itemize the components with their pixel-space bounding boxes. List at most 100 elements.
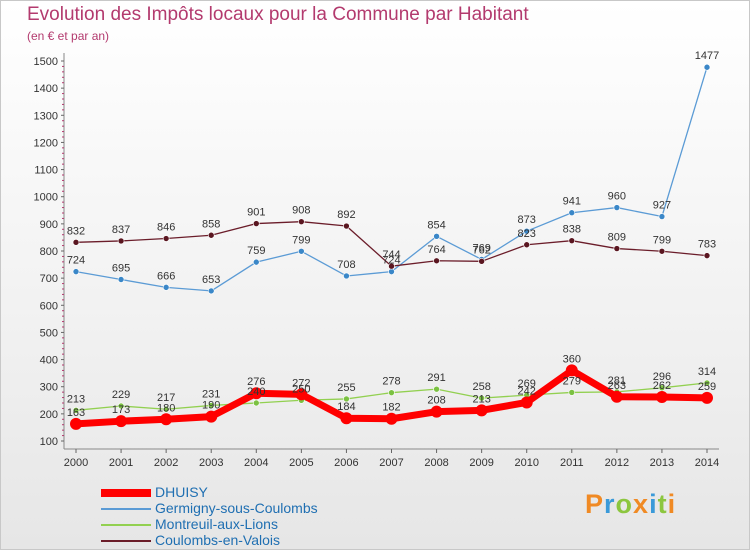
data-label: 258 <box>472 381 490 393</box>
data-point <box>252 258 260 266</box>
data-point <box>388 262 395 270</box>
data-point <box>701 391 713 404</box>
data-point <box>252 220 260 227</box>
data-point <box>433 385 440 393</box>
x-tick-label: 2004 <box>244 457 268 469</box>
x-tick-label: 2000 <box>64 457 88 469</box>
data-label: 927 <box>653 200 671 212</box>
y-tick-label: 100 <box>40 436 58 448</box>
data-point <box>655 391 668 404</box>
x-tick-label: 2001 <box>109 457 133 469</box>
data-point <box>162 405 170 413</box>
data-point <box>613 204 621 211</box>
legend-label: DHUISY <box>155 484 208 500</box>
data-label: 759 <box>247 245 265 257</box>
data-point <box>388 268 395 275</box>
legend-label: Coulombs-en-Valois <box>155 532 281 548</box>
data-point <box>565 364 578 377</box>
data-label: 724 <box>67 255 85 267</box>
data-label: 941 <box>563 196 581 208</box>
data-point <box>343 395 350 403</box>
x-tick-label: 2005 <box>289 457 313 469</box>
y-tick-label: 1000 <box>34 192 58 204</box>
data-point <box>520 396 533 409</box>
y-tick-label: 1300 <box>34 110 58 122</box>
data-point <box>207 287 215 295</box>
x-tick-label: 2011 <box>560 457 584 469</box>
data-point <box>298 247 305 255</box>
logo-letter: x <box>633 489 650 519</box>
data-label: 764 <box>427 244 445 256</box>
data-point <box>343 272 350 280</box>
chart-subtitle: (en € et par an) <box>27 29 110 43</box>
data-label: 314 <box>698 366 716 378</box>
data-label: 762 <box>472 244 490 256</box>
data-point <box>430 405 443 418</box>
legend-label: Montreuil-aux-Lions <box>155 516 278 532</box>
y-tick-label: 900 <box>40 219 58 231</box>
x-tick-label: 2008 <box>424 457 448 469</box>
data-label: 173 <box>112 404 130 416</box>
logo-letter: r <box>604 489 616 519</box>
data-point <box>72 239 80 246</box>
proxiti-logo: Proxiti <box>585 489 676 520</box>
data-label: 250 <box>292 383 310 395</box>
logo-letter: i <box>649 489 658 519</box>
y-tick-label: 600 <box>40 300 58 312</box>
data-label: 296 <box>653 371 671 383</box>
x-tick-label: 2014 <box>695 457 719 469</box>
data-label: 708 <box>337 259 355 271</box>
data-label: 263 <box>608 380 626 392</box>
data-label: 213 <box>67 393 85 405</box>
data-point <box>478 394 485 402</box>
data-point <box>343 222 350 230</box>
data-point <box>295 388 308 401</box>
data-point <box>298 218 305 225</box>
data-point <box>162 284 170 291</box>
data-point <box>658 384 666 392</box>
data-label: 960 <box>608 191 626 203</box>
data-point <box>117 402 125 410</box>
data-point <box>703 379 711 387</box>
data-label: 291 <box>427 372 445 384</box>
data-point <box>658 213 666 220</box>
data-point <box>658 247 666 255</box>
x-tick-label: 2002 <box>154 457 178 469</box>
data-point <box>207 231 215 239</box>
x-tick-label: 2013 <box>650 457 674 469</box>
data-label: 208 <box>427 395 445 407</box>
data-label: 908 <box>292 205 310 217</box>
data-label: 276 <box>247 376 265 388</box>
data-label: 259 <box>698 381 716 393</box>
data-label: 182 <box>382 402 400 414</box>
data-label: 854 <box>427 219 445 231</box>
data-label: 217 <box>157 392 175 404</box>
y-tick-label: 1400 <box>34 83 58 95</box>
logo-letter: t <box>657 489 668 519</box>
data-label: 837 <box>112 224 130 236</box>
data-label: 809 <box>608 232 626 244</box>
x-tick-label: 2003 <box>199 457 223 469</box>
data-label: 262 <box>653 380 671 392</box>
y-tick-label: 500 <box>40 327 58 339</box>
data-label: 1477 <box>695 50 719 62</box>
data-point <box>388 389 395 396</box>
legend-label: Germigny-sous-Coulombs <box>155 500 318 516</box>
data-label: 231 <box>202 388 220 400</box>
data-label: 823 <box>518 228 536 240</box>
legend-swatch <box>101 489 151 497</box>
legend-swatch <box>101 524 151 526</box>
y-tick-label: 1500 <box>34 56 58 68</box>
y-tick-label: 1200 <box>34 137 58 149</box>
data-label: 281 <box>608 375 626 387</box>
data-label: 858 <box>202 218 220 230</box>
data-point <box>72 268 80 275</box>
data-point <box>385 412 398 425</box>
data-point <box>703 252 711 259</box>
x-tick-label: 2009 <box>469 457 493 469</box>
y-tick-label: 700 <box>40 273 58 285</box>
data-label: 769 <box>472 242 490 254</box>
data-label: 892 <box>337 209 355 221</box>
data-label: 901 <box>247 207 265 219</box>
